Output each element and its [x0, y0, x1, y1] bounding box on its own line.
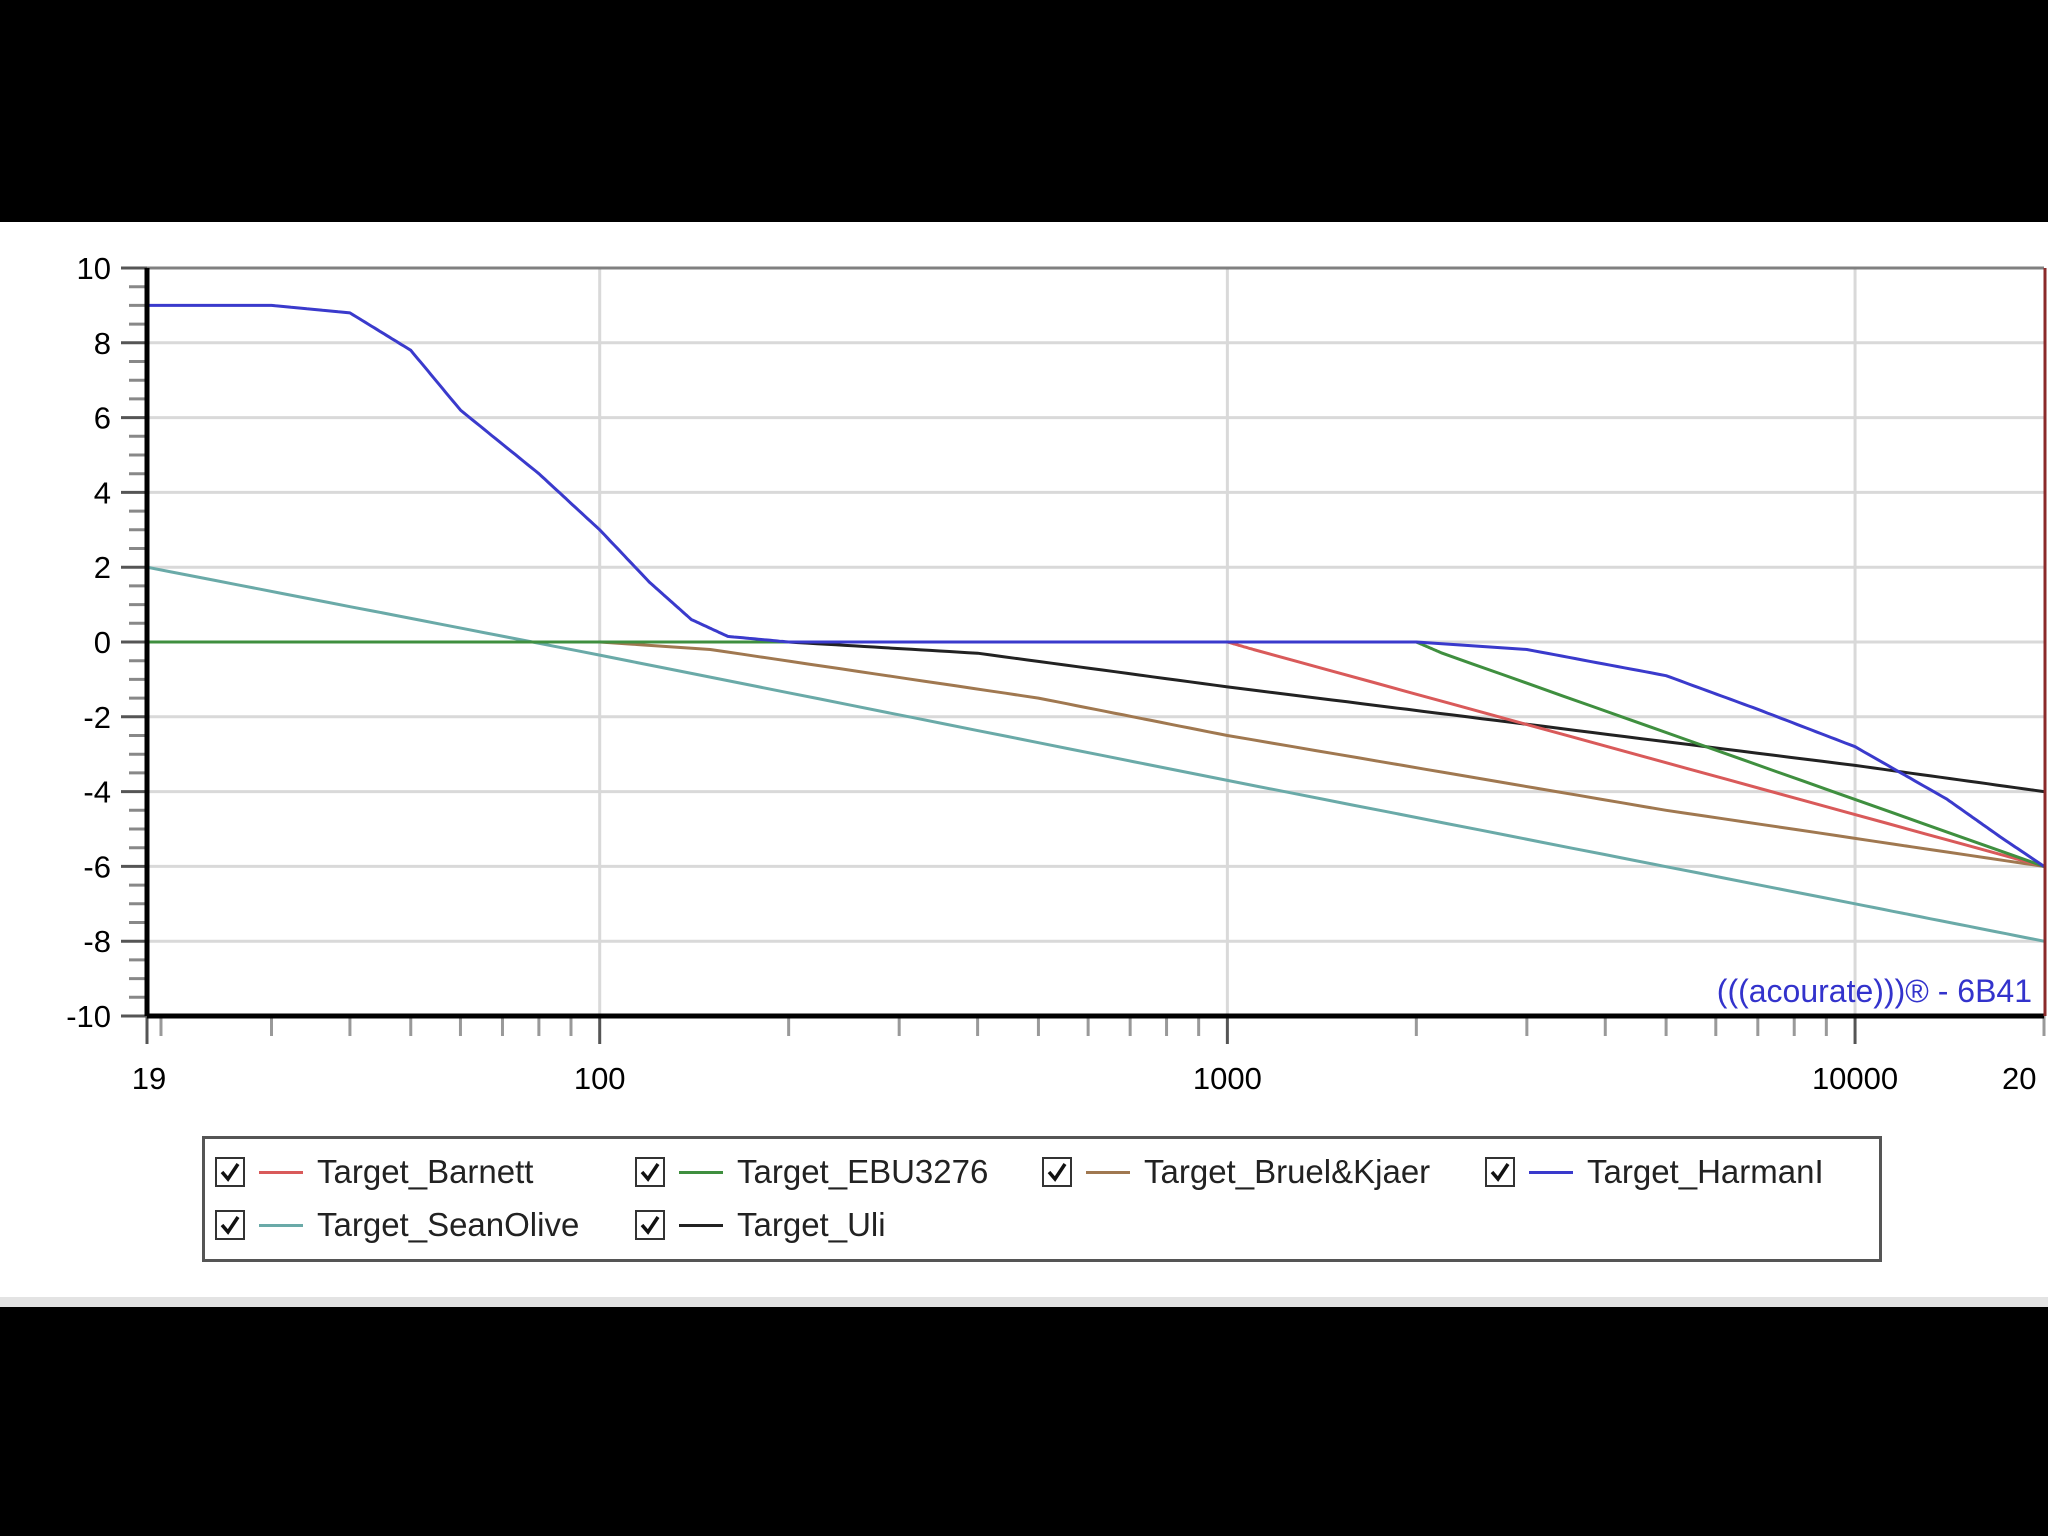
y-tick-label: 0	[94, 625, 111, 660]
legend-checkbox[interactable]	[635, 1157, 665, 1187]
y-tick-label: -10	[66, 999, 111, 1034]
legend-label: Target_Uli	[737, 1206, 886, 1243]
y-tick-label: 2	[94, 550, 111, 585]
legend-checkbox[interactable]	[215, 1210, 245, 1240]
legend-item-target-bruel-kjaer: Target_Bruel&Kjaer	[1042, 1150, 1430, 1194]
legend-label: Target_Bruel&Kjaer	[1144, 1153, 1431, 1190]
legend-checkbox[interactable]	[635, 1210, 665, 1240]
legend-swatch	[259, 1170, 303, 1174]
legend-item-target-harmani: Target_HarmanI	[1485, 1150, 1824, 1194]
y-tick-label: -2	[83, 700, 111, 735]
checkmark-icon	[220, 1163, 240, 1182]
y-tick-label: -6	[83, 849, 111, 884]
y-tick-label: -4	[83, 775, 111, 810]
legend-item-target-seanolive: Target_SeanOlive	[215, 1203, 579, 1247]
x-tick-label: 1000	[1193, 1061, 1262, 1096]
series-line-target-seanolive	[146, 565, 2045, 943]
panel-bottom-border	[0, 1297, 2048, 1307]
legend-checkbox[interactable]	[215, 1157, 245, 1187]
chart-panel	[0, 222, 2048, 1307]
legend-item-target-ebu3276: Target_EBU3276	[635, 1150, 988, 1194]
checkmark-icon	[640, 1216, 660, 1235]
minor-ticks	[121, 266, 2046, 1044]
legend: Target_Barnett Target_EBU3276 Target_Bruel…	[202, 1136, 1882, 1262]
checkmark-icon	[640, 1163, 660, 1182]
legend-swatch	[679, 1223, 723, 1227]
series-lines	[146, 303, 2045, 943]
x-tick-label: 100	[574, 1061, 626, 1096]
watermark-text: (((acourate)))® - 6B41	[1717, 973, 2032, 1009]
legend-item-target-uli: Target_Uli	[635, 1203, 886, 1247]
legend-label: Target_Barnett	[317, 1153, 534, 1190]
x-tick-label: 20	[2002, 1061, 2036, 1096]
checkmark-icon	[1047, 1163, 1067, 1182]
y-tick-label: 4	[94, 475, 111, 510]
axes	[144, 266, 2047, 1019]
checkmark-icon	[220, 1216, 240, 1235]
legend-swatch	[259, 1223, 303, 1227]
y-tick-label: 8	[94, 326, 111, 361]
y-tick-label: -8	[83, 924, 111, 959]
checkmark-icon	[1490, 1163, 1510, 1182]
legend-label: Target_HarmanI	[1587, 1153, 1824, 1190]
legend-swatch	[1529, 1170, 1573, 1174]
y-tick-label: 10	[77, 251, 111, 286]
legend-label: Target_EBU3276	[737, 1153, 989, 1190]
legend-swatch	[1086, 1170, 1130, 1174]
legend-swatch	[679, 1170, 723, 1174]
x-tick-label: 19	[132, 1061, 166, 1096]
y-tick-label: 6	[94, 401, 111, 436]
x-tick-label: 10000	[1812, 1061, 1898, 1096]
legend-checkbox[interactable]	[1485, 1157, 1515, 1187]
legend-item-target-barnett: Target_Barnett	[215, 1150, 533, 1194]
series-line-target-harmani	[147, 303, 2045, 868]
legend-label: Target_SeanOlive	[317, 1206, 580, 1243]
legend-checkbox[interactable]	[1042, 1157, 1072, 1187]
